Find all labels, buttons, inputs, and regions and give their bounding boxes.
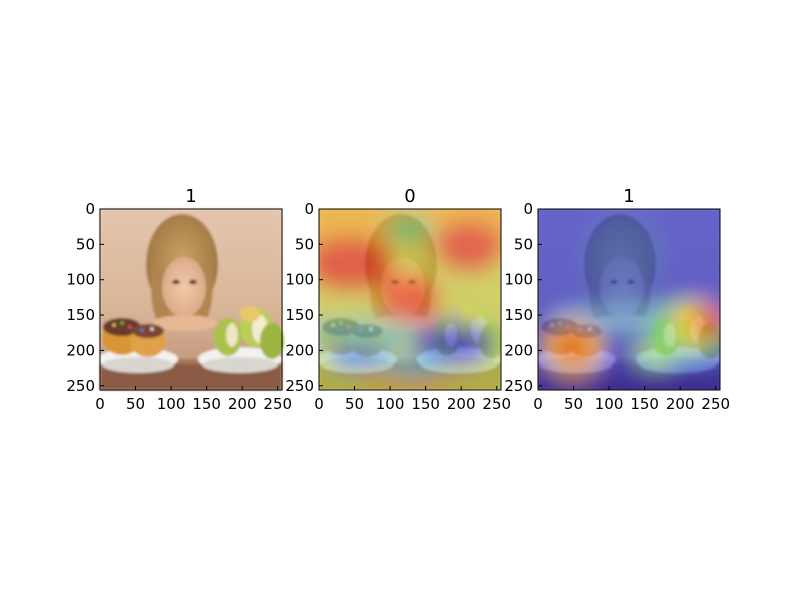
panel-2-title: 0 <box>404 186 415 207</box>
panel-2-xticks: 0 50 100 150 200 250 <box>314 386 511 413</box>
y-tick-label: 50 <box>295 235 314 253</box>
y-tick-label: 250 <box>66 377 95 395</box>
panel-1-yticks: 0 50 100 150 200 250 <box>66 200 104 395</box>
panel-2-frame <box>318 208 502 391</box>
y-tick-label: 200 <box>504 341 533 359</box>
x-tick-label: 200 <box>666 395 695 413</box>
x-tick-label: 100 <box>376 395 405 413</box>
y-tick-label: 150 <box>285 306 314 324</box>
panel-1-xticks: 0 50 100 150 200 250 <box>95 386 292 413</box>
panel-3-yticks: 0 50 100 150 200 250 <box>504 200 542 395</box>
y-tick-label: 250 <box>285 377 314 395</box>
x-tick-label: 150 <box>630 395 659 413</box>
x-tick-label: 150 <box>192 395 221 413</box>
x-tick-label: 100 <box>595 395 624 413</box>
panel-3-heatmap <box>538 209 720 390</box>
x-tick-label: 50 <box>345 395 364 413</box>
x-tick-label: 0 <box>533 395 543 413</box>
y-tick-label: 150 <box>66 306 95 324</box>
x-tick-label: 150 <box>411 395 440 413</box>
panel-1-frame <box>99 208 283 391</box>
y-tick-label: 0 <box>304 200 314 218</box>
x-tick-label: 250 <box>482 395 511 413</box>
y-tick-label: 100 <box>504 271 533 289</box>
panel-1-image <box>98 209 284 390</box>
x-tick-label: 250 <box>263 395 292 413</box>
x-tick-label: 50 <box>126 395 145 413</box>
panel-3-xticks: 0 50 100 150 200 250 <box>533 386 730 413</box>
x-tick-label: 0 <box>95 395 105 413</box>
panel-2 <box>319 209 501 390</box>
panel-1 <box>98 209 284 390</box>
y-tick-label: 50 <box>514 235 533 253</box>
y-tick-label: 0 <box>85 200 95 218</box>
x-tick-label: 200 <box>447 395 476 413</box>
x-tick-label: 100 <box>157 395 186 413</box>
y-tick-label: 250 <box>504 377 533 395</box>
x-tick-label: 200 <box>228 395 257 413</box>
y-tick-label: 100 <box>285 271 314 289</box>
panel-1-title: 1 <box>185 186 196 207</box>
y-tick-label: 200 <box>66 341 95 359</box>
panel-2-heatmap <box>319 209 501 390</box>
panel-3-title: 1 <box>623 186 634 207</box>
x-tick-label: 0 <box>314 395 324 413</box>
x-tick-label: 50 <box>564 395 583 413</box>
y-tick-label: 100 <box>66 271 95 289</box>
panel-3-frame <box>537 208 721 391</box>
y-tick-label: 0 <box>523 200 533 218</box>
y-tick-label: 200 <box>285 341 314 359</box>
y-tick-label: 50 <box>76 235 95 253</box>
y-tick-label: 150 <box>504 306 533 324</box>
panel-3 <box>538 209 720 390</box>
panel-2-yticks: 0 50 100 150 200 250 <box>285 200 323 395</box>
x-tick-label: 250 <box>701 395 730 413</box>
